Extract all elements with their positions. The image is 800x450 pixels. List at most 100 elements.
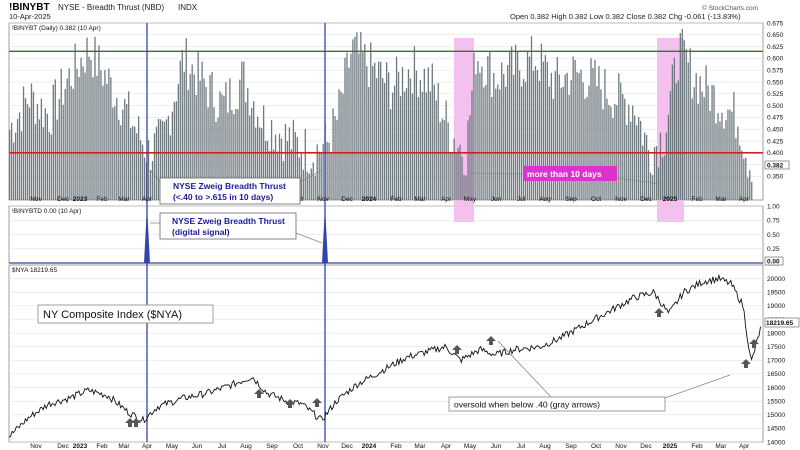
breadth-bar (655, 146, 658, 200)
highlight-range-1 (454, 38, 474, 222)
breadth-bar (594, 59, 596, 201)
bottom-x-tick-label: Feb (390, 443, 402, 450)
breadth-bar (425, 92, 427, 200)
breadth-bar (665, 132, 668, 200)
bottom-x-tick-label: 2023 (73, 443, 88, 450)
breadth-bar (622, 94, 624, 200)
breadth-bar (481, 66, 483, 200)
breadth-bar (231, 110, 233, 200)
header-date: 10-Apr-2025 (9, 12, 51, 21)
breadth-bar (78, 77, 80, 200)
nya-title-label: NY Composite Index ($NYA) (43, 309, 182, 321)
breadth-bar (112, 107, 114, 200)
oversold-arrow-8 (654, 308, 664, 317)
digital-spike-1 (144, 206, 150, 263)
top-y-tick-label: 0.450 (767, 127, 784, 134)
breadth-bar (237, 109, 239, 200)
bottom-y-tick-label: 19000 (767, 303, 785, 310)
breadth-bar (715, 123, 717, 200)
breadth-bar (590, 58, 592, 200)
breadth-bar (58, 99, 60, 200)
top-x-tick-label: Dec (57, 196, 69, 203)
top-x-tick-label: Apr (739, 196, 750, 203)
breadth-bar (344, 57, 346, 200)
bottom-x-tick-label: Jun (491, 443, 502, 450)
top-x-tick-label: Mar (715, 196, 727, 203)
breadth-bar (465, 175, 467, 200)
bottom-x-tick-label: Jul (517, 443, 526, 450)
bottom-y-tick-label: 18000 (767, 330, 785, 337)
breadth-bar (395, 56, 398, 200)
breadth-bar (189, 73, 191, 200)
breadth-bar (72, 88, 74, 200)
breadth-bar (574, 59, 576, 201)
breadth-bar (645, 135, 648, 200)
breadth-bar (149, 170, 152, 200)
breadth-bar (22, 86, 25, 200)
breadth-bar (532, 70, 535, 200)
top-x-tick-label: Jul (517, 196, 526, 203)
breadth-bar (217, 117, 219, 200)
breadth-bar (370, 42, 372, 200)
top-last-value-tag (764, 160, 790, 170)
top-x-tick-label: Dec (640, 196, 652, 203)
zweig-box (159, 177, 301, 205)
breadth-bar (441, 118, 443, 200)
breadth-bar (520, 86, 523, 200)
breadth-bars (9, 28, 753, 201)
breadth-bar (709, 110, 711, 200)
top-x-tick-label: 2023 (73, 196, 88, 203)
bottom-x-tick-label: Feb (96, 443, 108, 450)
breadth-bar (199, 80, 201, 200)
breadth-bar (461, 156, 463, 200)
oversold-arrow-4 (285, 399, 295, 408)
breadth-bar (213, 107, 215, 200)
breadth-bar (701, 91, 703, 200)
breadth-bar (193, 74, 195, 200)
breadth-bar (528, 56, 531, 201)
breadth-bar (570, 80, 572, 200)
breadth-bar (397, 71, 400, 200)
breadth-bar (378, 61, 380, 201)
oversold-arrows (125, 308, 759, 427)
breadth-bar (643, 132, 646, 200)
bottom-x-tick-label: Jul (218, 443, 227, 450)
bottom-y-tick-label: 16500 (767, 371, 785, 378)
breadth-bar (132, 125, 134, 200)
breadth-bar (499, 89, 501, 200)
breadth-bar (554, 71, 556, 200)
breadth-bar (741, 150, 743, 200)
breadth-bar (677, 80, 679, 200)
breadth-bar (134, 126, 136, 200)
bottom-y-tick-label: 15500 (767, 398, 785, 405)
breadth-bar (272, 149, 275, 200)
breadth-bar (417, 96, 420, 200)
breadth-bar (719, 121, 721, 200)
bottom-y-tick-label: 19500 (767, 290, 785, 297)
breadth-bar (259, 127, 261, 200)
breadth-bar (693, 87, 695, 200)
breadth-bar (368, 87, 370, 200)
top-x-tick-label: Feb (691, 196, 703, 203)
breadth-bar (661, 157, 664, 200)
breadth-bar (276, 151, 279, 200)
bottom-x-tick-label: Jun (192, 443, 203, 450)
breadth-bar (348, 67, 350, 200)
breadth-bar (318, 151, 320, 200)
top-y-tick-label: 0.525 (767, 91, 784, 98)
breadth-bar (689, 48, 691, 201)
breadth-bar (211, 72, 213, 200)
breadth-bar (330, 153, 332, 200)
breadth-bar (141, 144, 144, 200)
breadth-bar (743, 158, 745, 200)
breadth-bar (340, 91, 342, 200)
top-y-tick-label: 0.500 (767, 103, 784, 110)
bottom-last-value-tag (764, 317, 800, 328)
breadth-bar (268, 150, 271, 200)
top-y-tick-label: 0.350 (767, 174, 784, 181)
header-type: INDX (178, 3, 198, 12)
breadth-bar (453, 138, 455, 200)
breadth-bar (12, 142, 15, 200)
breadth-bar (433, 84, 435, 200)
